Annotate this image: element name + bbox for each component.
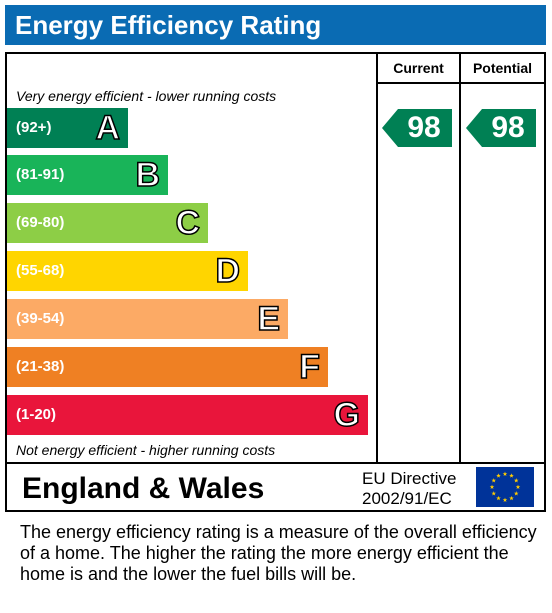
- band-range-label: (92+): [16, 119, 52, 136]
- band-b: (81-91) B: [7, 155, 168, 195]
- band-a: (92+) A: [7, 108, 128, 148]
- top-caption: Very energy efficient - lower running co…: [16, 88, 277, 104]
- region-label: England & Wales: [22, 472, 265, 505]
- rating-table: [5, 52, 546, 512]
- bottom-caption: Not energy efficient - higher running co…: [16, 442, 276, 458]
- potential-arrow-shape: [466, 109, 536, 147]
- band-c: (69-80) C: [7, 203, 208, 243]
- eu-star-icon: [491, 491, 497, 496]
- column-divider-potential: [459, 52, 461, 464]
- eu-star-icon: [502, 471, 508, 476]
- eu-star-icon: [513, 491, 519, 496]
- current-arrow-shape: [382, 109, 452, 147]
- eu-star-icon: [496, 473, 501, 478]
- potential-rating-arrow: 98: [466, 109, 536, 147]
- header-row-divider: [376, 82, 546, 84]
- potential-column-header: Potential: [472, 60, 533, 76]
- current-rating-value: 98: [407, 111, 441, 144]
- band-d: (55-68) D: [7, 251, 248, 291]
- eu-flag-icon: [476, 467, 534, 507]
- directive-line-2: 2002/91/EC: [362, 489, 452, 508]
- directive-line-1: EU Directive: [362, 469, 457, 488]
- eu-star-icon: [509, 495, 514, 501]
- band-range-label: (21-38): [16, 358, 65, 375]
- page-title: Energy Efficiency Rating: [5, 5, 546, 45]
- eu-star-icon: [489, 484, 495, 489]
- band-range-label: (81-91): [16, 166, 65, 183]
- band-range-label: (69-80): [16, 214, 65, 231]
- band-range-label: (1-20): [16, 406, 57, 423]
- eu-star-icon: [515, 484, 521, 489]
- eu-star-icon: [509, 473, 514, 478]
- footer-divider: [5, 462, 546, 464]
- column-divider-current: [376, 52, 378, 464]
- band-f: (21-38) F: [7, 347, 328, 387]
- band-letter: E: [257, 299, 281, 339]
- eu-star-icon: [491, 478, 497, 483]
- band-e: (39-54) E: [7, 299, 288, 339]
- eu-star-icon: [496, 495, 501, 501]
- band-letter: B: [135, 155, 161, 195]
- current-column-header: Current: [393, 60, 444, 76]
- band-range-label: (55-68): [16, 262, 65, 279]
- band-letter: F: [298, 347, 320, 387]
- band-letter: D: [215, 251, 241, 291]
- explanation-text: The energy efficiency rating is a measur…: [20, 522, 537, 584]
- band-letter: G: [333, 395, 361, 435]
- band-letter: A: [95, 108, 121, 148]
- eu-star-icon: [513, 478, 519, 483]
- band-g: (1-20) G: [7, 395, 368, 435]
- current-rating-arrow: 98: [382, 109, 452, 147]
- band-letter: C: [175, 203, 201, 243]
- eu-star-icon: [502, 497, 508, 502]
- potential-rating-value: 98: [491, 111, 525, 144]
- band-range-label: (39-54): [16, 310, 65, 327]
